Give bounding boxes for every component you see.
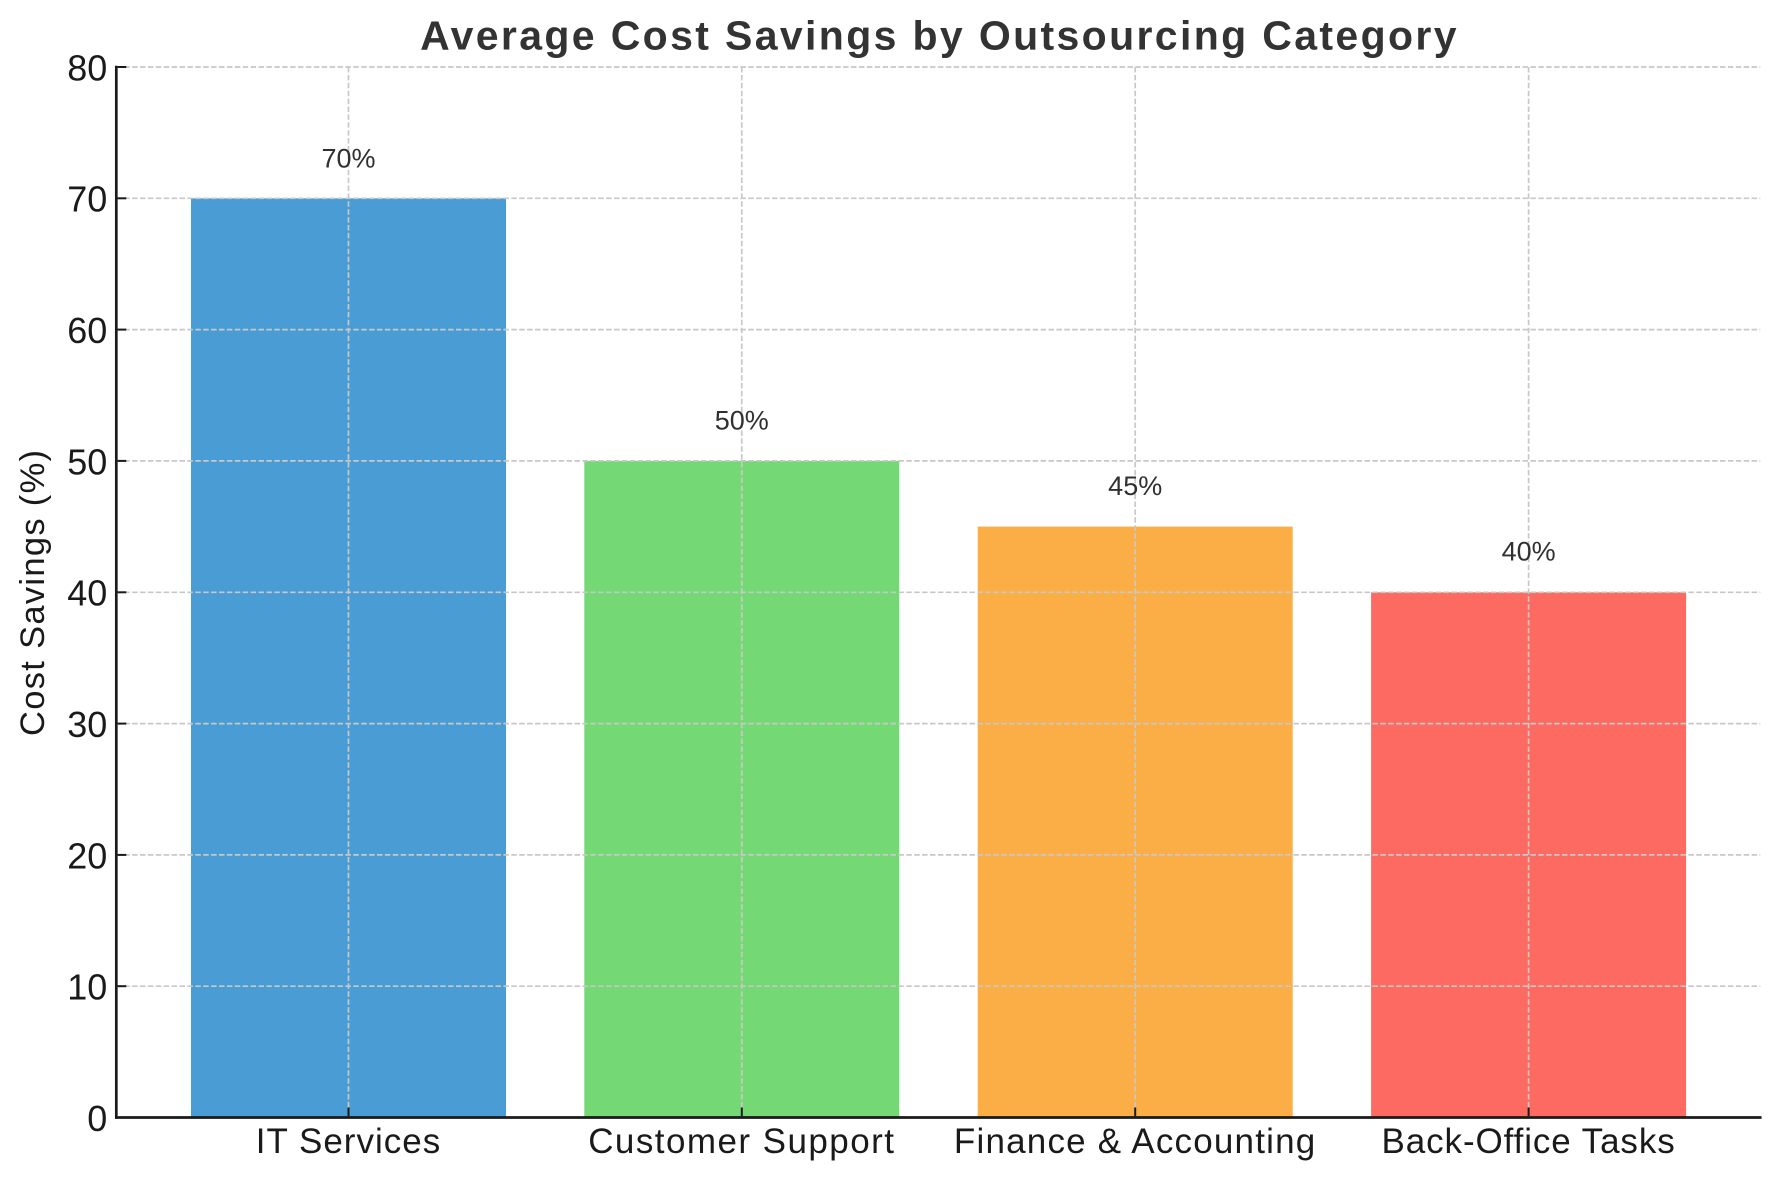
svg-text:Average Cost Savings by Outsou: Average Cost Savings by Outsourcing Cate… xyxy=(420,13,1459,59)
svg-text:Cost Savings (%): Cost Savings (%) xyxy=(14,449,52,736)
svg-text:80: 80 xyxy=(67,47,107,88)
svg-text:60: 60 xyxy=(67,310,107,351)
svg-text:30: 30 xyxy=(67,704,107,745)
svg-text:0: 0 xyxy=(87,1098,107,1139)
svg-text:IT Services: IT Services xyxy=(256,1122,441,1161)
svg-text:70%: 70% xyxy=(321,143,375,173)
svg-text:Back-Office Tasks: Back-Office Tasks xyxy=(1382,1122,1676,1161)
svg-text:20: 20 xyxy=(67,835,107,876)
svg-text:50: 50 xyxy=(67,441,107,482)
svg-text:45%: 45% xyxy=(1108,471,1162,501)
svg-text:Customer Support: Customer Support xyxy=(588,1122,895,1161)
svg-text:50%: 50% xyxy=(715,406,769,436)
svg-text:40%: 40% xyxy=(1502,537,1556,567)
svg-text:10: 10 xyxy=(67,967,107,1008)
svg-text:Finance & Accounting: Finance & Accounting xyxy=(954,1122,1317,1161)
svg-text:70: 70 xyxy=(67,179,107,220)
svg-text:40: 40 xyxy=(67,573,107,614)
